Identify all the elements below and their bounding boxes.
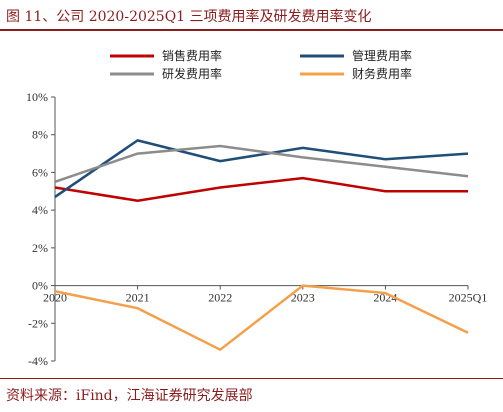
series-line-4: [54, 284, 469, 351]
y-tick-label: -4%: [28, 354, 48, 368]
x-tick-label: 2025Q1: [449, 291, 488, 305]
series-line-1: [54, 176, 468, 202]
x-tick-label: 2021: [126, 291, 150, 305]
y-tick-label: 10%: [26, 90, 48, 104]
x-tick-label: 2024: [373, 291, 397, 305]
x-tick-label: 2020: [43, 291, 67, 305]
y-tick-label: 4%: [32, 203, 48, 217]
chart-title: 图 11、公司 2020-2025Q1 三项费用率及研发费用率变化: [6, 9, 372, 25]
y-tick-label: 0%: [32, 279, 48, 293]
y-tick-label: 8%: [32, 128, 48, 142]
legend-label-1: 销售费用率: [162, 48, 222, 63]
series-line-2: [54, 139, 469, 198]
y-tick-label: 6%: [32, 165, 48, 179]
series-line-3: [54, 144, 469, 184]
line-chart: 10% 8% 6% 4% 2% 0% -2% -4% 2020 2021 2022 2023 2024 2…: [26, 48, 488, 368]
legend-label-4: 财务费用率: [352, 66, 412, 81]
legend-label-3: 研发费用率: [162, 66, 222, 81]
legend-label-2: 管理费用率: [352, 48, 412, 63]
x-tick-label: 2023: [291, 291, 315, 305]
source-divider: [0, 378, 503, 379]
source-note: 资料来源：iFind，江海证券研究发展部: [6, 388, 253, 404]
title-divider: [0, 29, 503, 31]
x-tick-label: 2022: [208, 291, 232, 305]
y-tick-label: 2%: [32, 241, 48, 255]
y-tick-label: -2%: [28, 316, 48, 330]
